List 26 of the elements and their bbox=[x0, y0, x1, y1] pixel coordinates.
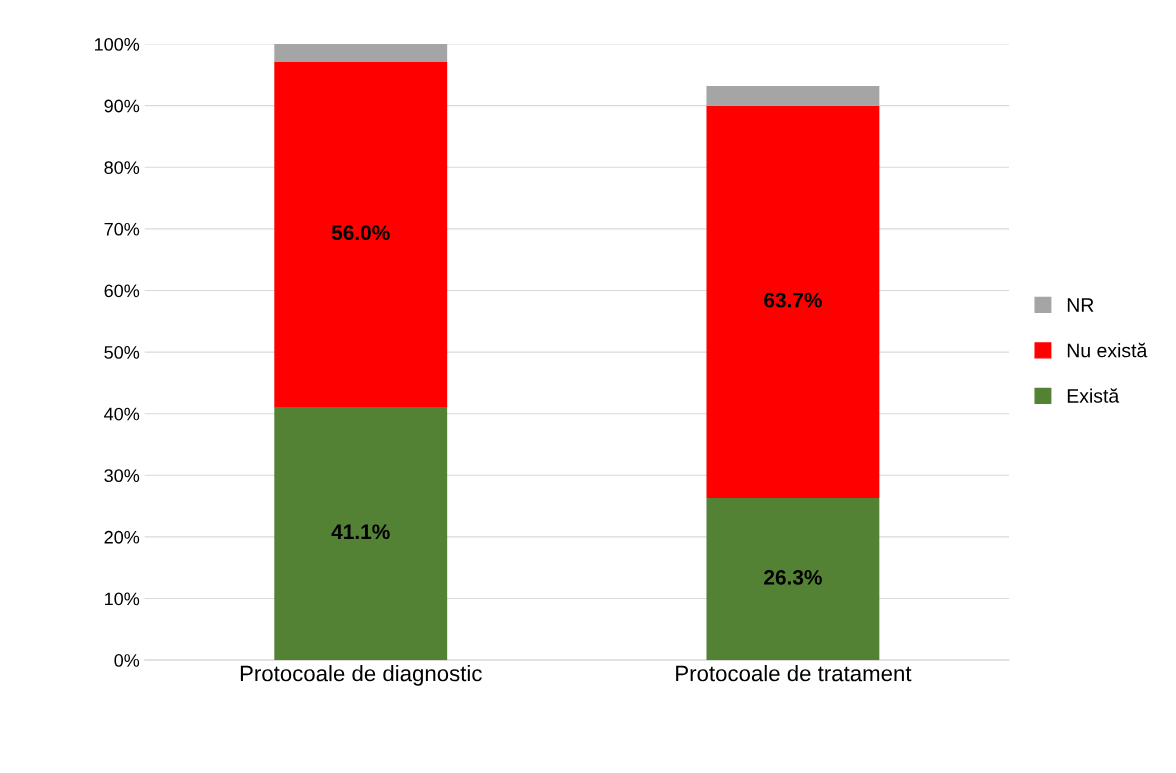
legend-label: Nu există bbox=[1067, 342, 1148, 358]
y-tick-label: 70% bbox=[104, 222, 140, 236]
y-tick-label: 10% bbox=[105, 592, 140, 606]
y-tick-label: 80% bbox=[104, 161, 140, 174]
legend-label: NR bbox=[1067, 298, 1094, 312]
y-tick-label: 20% bbox=[104, 530, 140, 544]
y-tick-label: 90% bbox=[104, 99, 140, 113]
bar bbox=[274, 61, 448, 407]
data-label: 63.7% bbox=[764, 292, 822, 308]
y-tick-label: 60% bbox=[104, 284, 140, 298]
legend-label: Există bbox=[1067, 388, 1120, 403]
data-label: 41.1% bbox=[331, 524, 390, 540]
bar bbox=[706, 85, 880, 106]
data-label: 56.0% bbox=[331, 225, 390, 241]
x-tick-label: Protocoale de diagnostic bbox=[240, 665, 482, 686]
y-tick-label: 30% bbox=[104, 469, 140, 483]
x-tick-label: Protocoale de tratament bbox=[676, 665, 912, 682]
y-tick-label: 100% bbox=[94, 38, 140, 51]
y-tick-label: 0% bbox=[114, 654, 140, 667]
bar bbox=[274, 44, 448, 62]
y-tick-label: 40% bbox=[104, 407, 140, 421]
bar bbox=[274, 406, 448, 661]
bar bbox=[706, 498, 880, 661]
y-tick-label: 50% bbox=[104, 346, 140, 359]
data-label: 26.3% bbox=[764, 569, 822, 585]
bar bbox=[706, 105, 880, 499]
